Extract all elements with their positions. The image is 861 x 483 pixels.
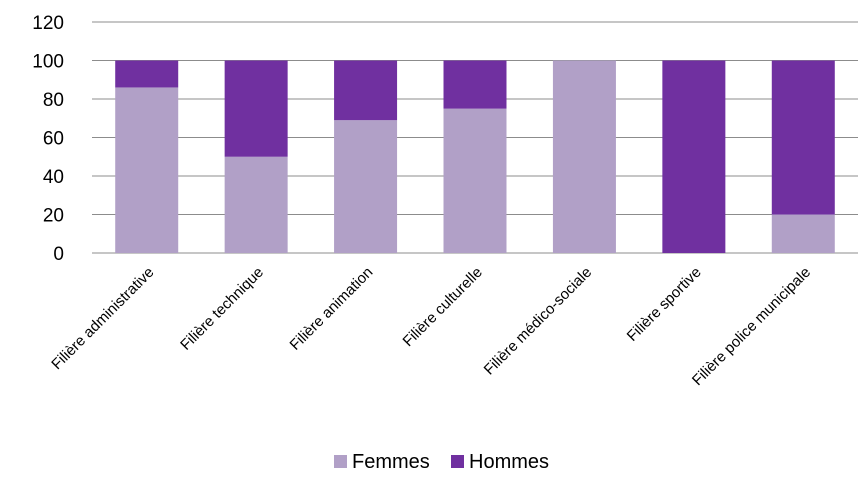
y-tick-label: 120 — [32, 13, 64, 34]
bar-femmes — [334, 120, 398, 253]
bar-hommes — [334, 60, 398, 121]
bar-femmes — [115, 87, 179, 253]
bar-femmes — [771, 214, 835, 253]
x-tick-label: Filière police municipale — [689, 264, 814, 389]
bar-femmes — [443, 108, 507, 253]
x-tick-label: Filière sportive — [624, 264, 705, 345]
legend-swatch-hommes — [451, 455, 464, 468]
y-tick-label: 100 — [32, 52, 64, 73]
bar-hommes — [115, 60, 179, 88]
y-tick-label: 0 — [53, 244, 64, 265]
x-tick-label: Filière animation — [287, 264, 377, 354]
bars — [115, 60, 835, 253]
bar-hommes — [771, 60, 835, 215]
x-tick-label: Filière administrative — [48, 264, 157, 373]
x-tick-label: Filière technique — [177, 264, 267, 354]
y-tick-label: 80 — [43, 90, 64, 111]
bar-hommes — [224, 60, 288, 157]
legend-swatch-femmes — [334, 455, 347, 468]
legend-label-hommes: Hommes — [469, 451, 549, 473]
bar-hommes — [662, 60, 726, 253]
y-tick-label: 40 — [43, 167, 64, 188]
y-tick-label: 60 — [43, 129, 64, 150]
y-tick-label: 20 — [43, 206, 64, 227]
y-axis-ticks: 0 20 40 60 80 100 120 — [32, 13, 64, 265]
legend-label-femmes: Femmes — [352, 451, 430, 473]
x-tick-label: Filière médico-sociale — [481, 264, 596, 379]
bar-femmes — [552, 60, 616, 253]
legend: Femmes Hommes — [334, 451, 549, 473]
bar-femmes — [224, 156, 288, 253]
x-axis-ticks: Filière administrative Filière technique F… — [48, 264, 814, 389]
x-tick-label: Filière culturelle — [400, 264, 486, 350]
bar-hommes — [443, 60, 507, 109]
